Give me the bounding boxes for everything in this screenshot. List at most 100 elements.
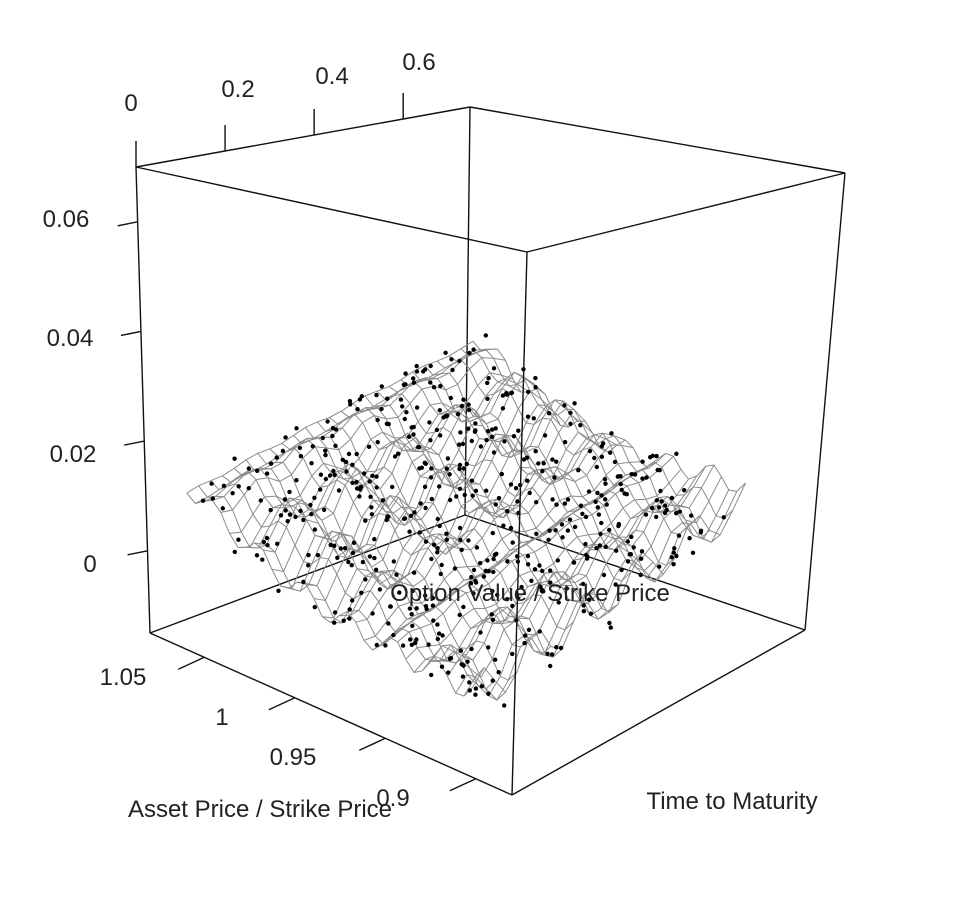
data-point — [312, 495, 317, 500]
data-point — [464, 461, 469, 467]
data-point — [435, 622, 440, 627]
data-point — [467, 350, 472, 356]
data-point — [457, 358, 462, 364]
data-point — [483, 333, 488, 338]
data-point — [583, 514, 589, 520]
z-tick-mark — [127, 550, 148, 556]
data-point — [594, 546, 599, 551]
data-point — [260, 557, 265, 562]
data-point — [631, 545, 636, 550]
data-point — [410, 588, 415, 594]
data-point — [462, 492, 467, 498]
data-point — [470, 493, 475, 498]
data-point — [625, 559, 631, 564]
data-point — [366, 444, 372, 449]
data-point — [559, 522, 565, 527]
data-point — [486, 569, 491, 574]
data-point — [554, 459, 559, 464]
data-point — [332, 610, 338, 615]
data-point — [407, 606, 413, 611]
data-point — [640, 476, 645, 481]
data-point — [501, 523, 506, 528]
data-point — [297, 445, 303, 451]
data-point — [508, 525, 514, 531]
data-point — [236, 537, 241, 542]
mesh-line — [460, 348, 734, 519]
data-point — [236, 484, 241, 489]
data-point — [412, 510, 417, 515]
data-point — [327, 473, 333, 478]
data-point — [614, 548, 619, 553]
x-tick-mark — [268, 697, 296, 711]
data-point — [349, 563, 354, 568]
data-point — [581, 581, 586, 587]
data-point — [294, 426, 299, 431]
data-point — [500, 393, 506, 398]
data-point — [367, 554, 373, 559]
data-point — [493, 426, 498, 431]
data-point — [593, 499, 598, 504]
bounding-box-front — [135, 106, 846, 796]
data-point — [369, 512, 375, 517]
data-point — [542, 433, 548, 438]
data-point — [548, 580, 553, 585]
data-point — [526, 627, 532, 632]
data-point — [357, 494, 362, 499]
data-point — [427, 420, 432, 425]
data-point — [537, 629, 542, 634]
data-point — [526, 389, 531, 395]
data-point — [331, 468, 336, 474]
data-point — [502, 703, 507, 708]
data-point — [545, 651, 550, 656]
data-point — [474, 545, 480, 550]
data-point — [473, 580, 479, 585]
data-point — [287, 512, 293, 517]
data-point — [363, 577, 368, 582]
data-point — [550, 457, 555, 462]
data-point — [511, 434, 517, 439]
data-point — [478, 444, 484, 449]
data-point — [525, 553, 531, 559]
data-point — [459, 403, 465, 409]
data-point — [268, 461, 274, 466]
data-point — [447, 472, 452, 477]
data-point — [674, 451, 679, 456]
data-point — [283, 435, 288, 440]
data-point — [309, 512, 314, 517]
box-edge — [464, 106, 471, 516]
data-point — [293, 514, 298, 520]
data-point — [596, 512, 602, 517]
data-point — [485, 396, 490, 401]
data-point — [454, 494, 459, 499]
mesh-line — [222, 470, 506, 701]
data-point — [396, 451, 401, 456]
data-point — [332, 620, 337, 625]
box-edge — [135, 106, 471, 168]
data-point — [485, 558, 490, 563]
data-point — [410, 623, 415, 628]
data-point — [687, 536, 692, 541]
data-point — [264, 471, 270, 476]
data-point — [359, 590, 364, 595]
data-point — [461, 397, 466, 402]
data-point — [346, 559, 351, 565]
data-point — [540, 568, 545, 574]
data-point — [370, 611, 375, 616]
data-point — [354, 479, 359, 485]
data-point — [625, 539, 630, 544]
x-tick-label: 0.9 — [376, 785, 409, 812]
data-point — [444, 537, 449, 542]
data-point — [550, 497, 555, 502]
data-point — [373, 567, 379, 572]
data-point — [374, 485, 379, 490]
data-point — [654, 453, 659, 459]
data-point — [318, 472, 324, 477]
data-point — [412, 570, 417, 575]
data-point — [489, 434, 495, 439]
data-point — [384, 517, 389, 523]
data-point — [523, 633, 528, 638]
data-point — [654, 498, 660, 503]
data-point — [379, 384, 384, 389]
z-tick-label: 0.04 — [47, 325, 94, 352]
data-point — [414, 405, 420, 410]
